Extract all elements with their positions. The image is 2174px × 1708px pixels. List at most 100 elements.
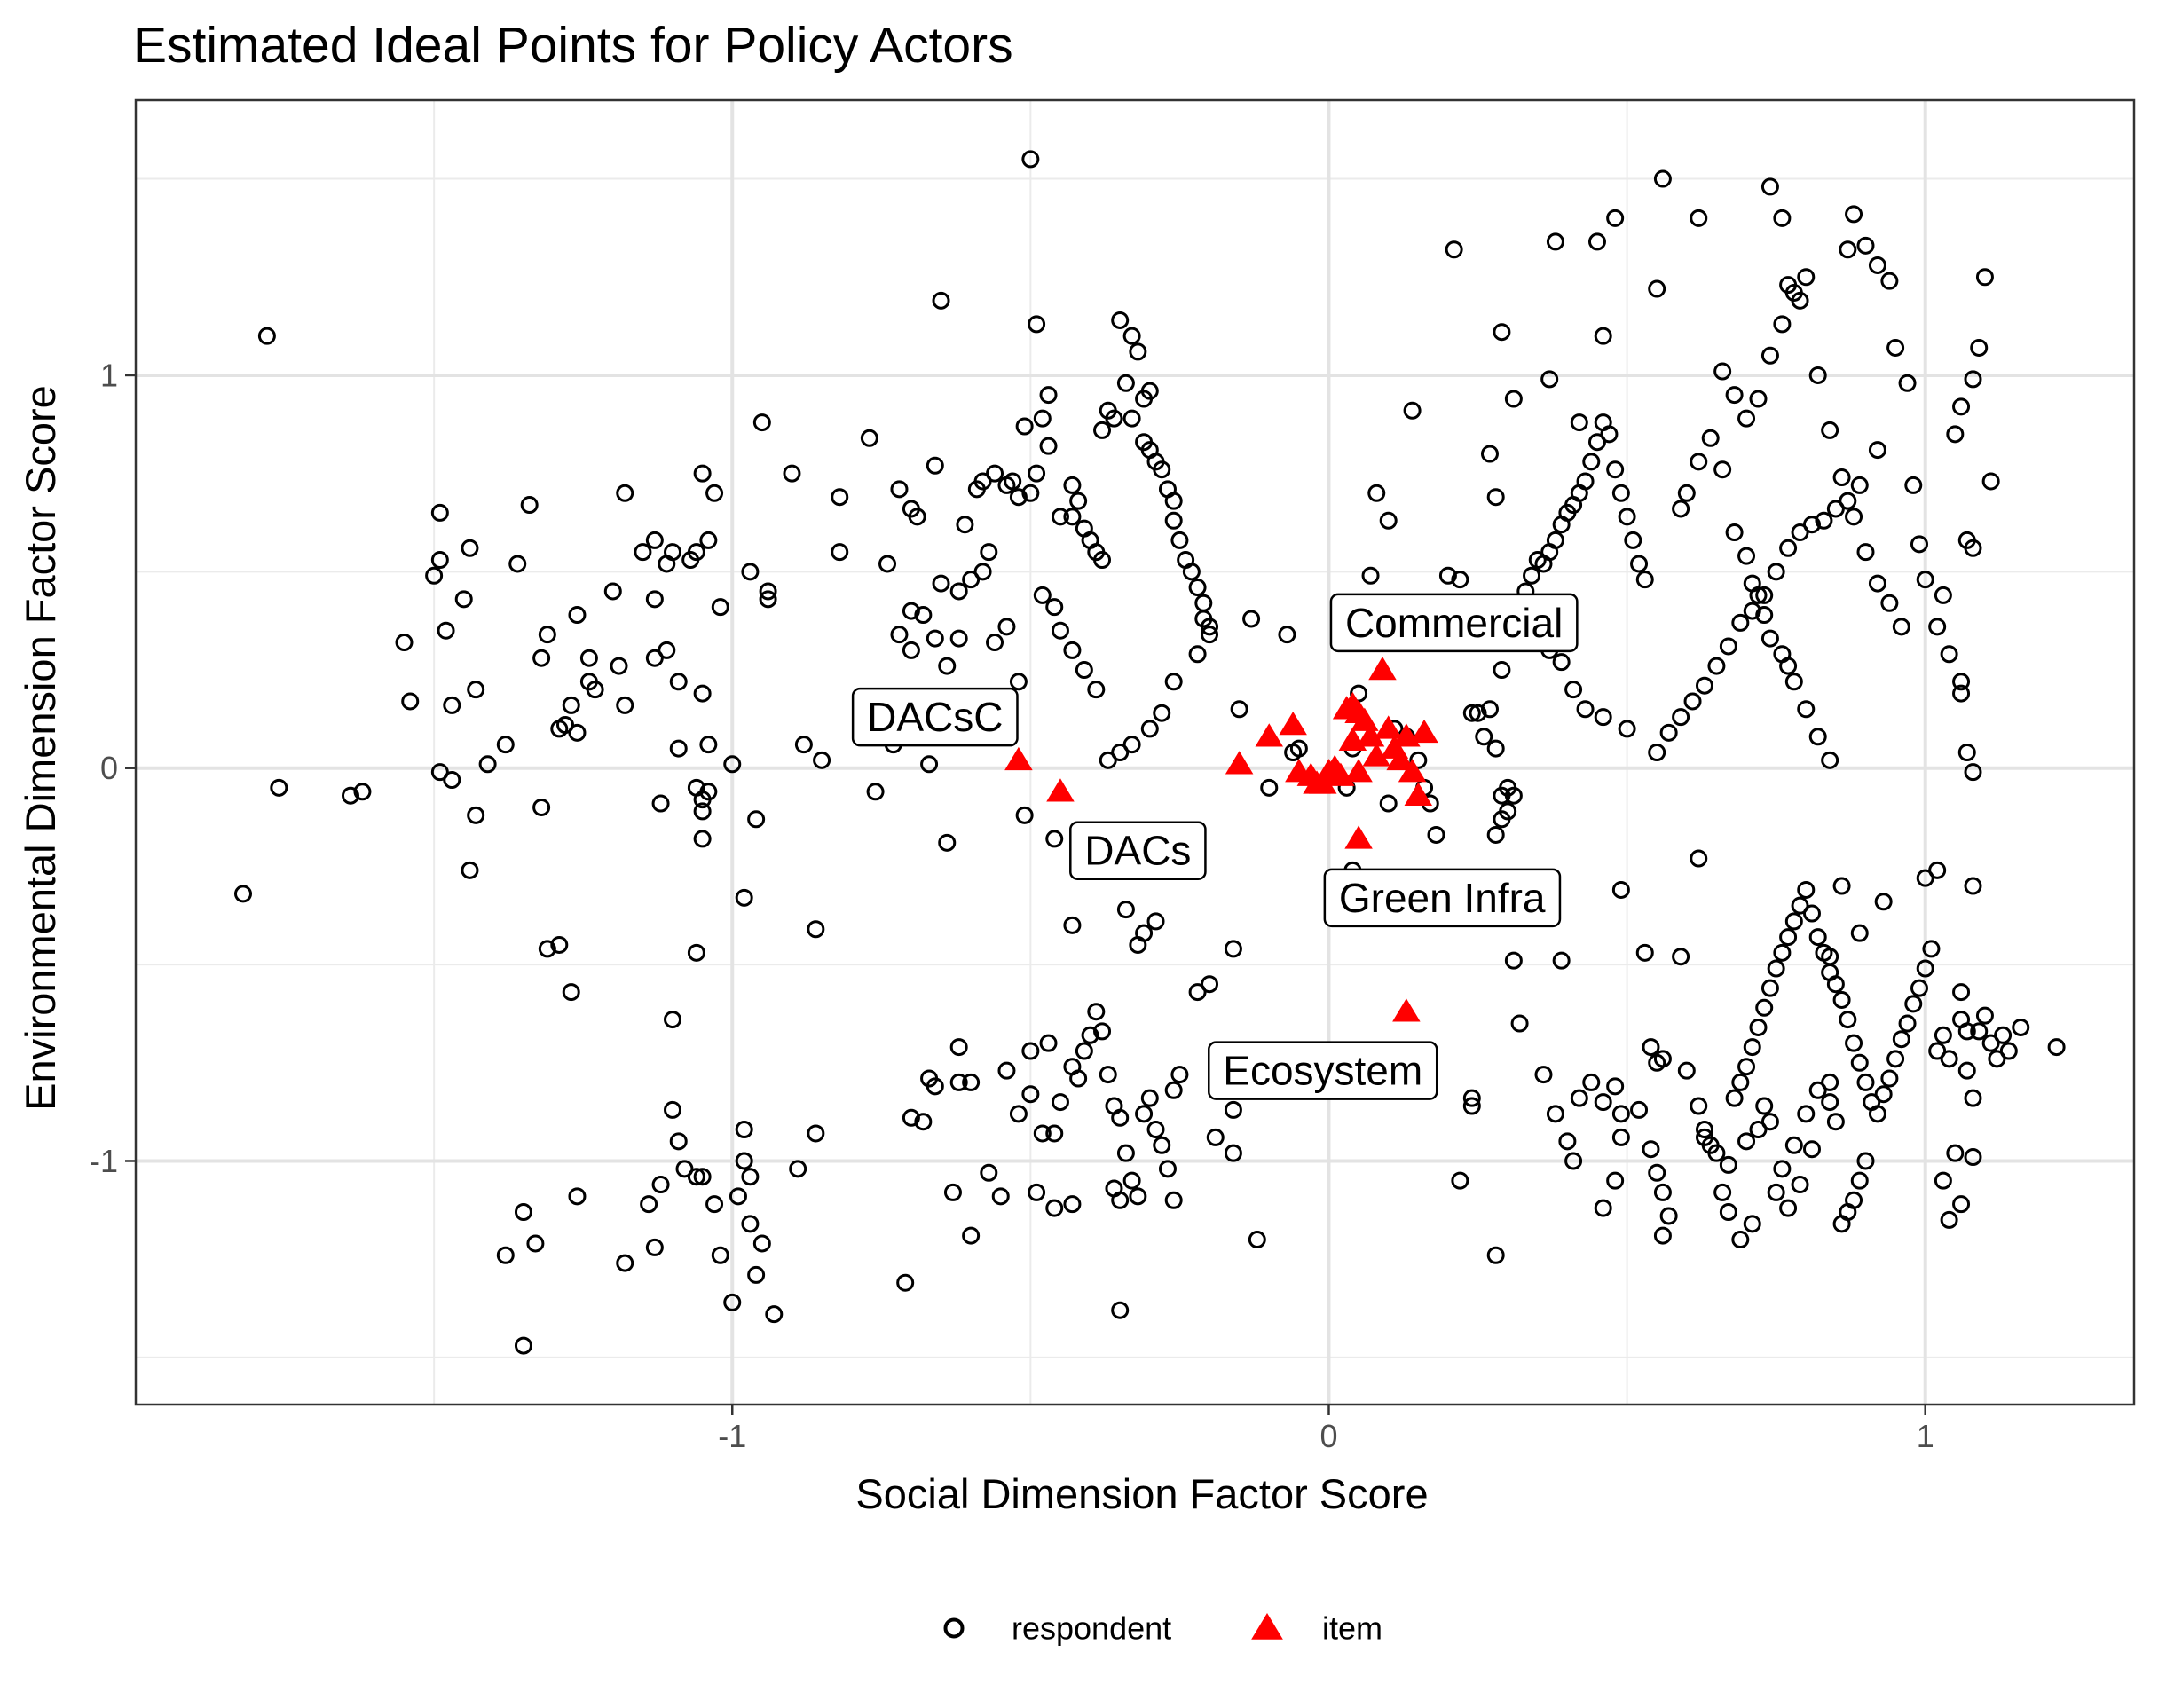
respondent-point (1880, 272, 1899, 290)
respondent-point (1850, 476, 1869, 494)
respondent-point (1081, 1026, 1099, 1044)
respondent-point (461, 861, 479, 879)
respondent-point (1009, 1105, 1028, 1123)
item-point (1046, 778, 1075, 802)
respondent-point (1760, 1113, 1779, 1131)
respondent-point (1140, 720, 1159, 738)
respondent-point (1839, 492, 1857, 510)
item-point (1410, 719, 1438, 744)
respondent-point (1737, 409, 1756, 428)
respondent-point (1594, 1199, 1612, 1217)
respondent-point (1731, 613, 1750, 632)
respondent-point (1611, 880, 1630, 899)
respondent-point (932, 574, 950, 593)
respondent-point (1755, 998, 1774, 1017)
respondent-point (711, 1246, 729, 1264)
respondent-point (1486, 825, 1505, 844)
annotation-text: Commercial (1345, 600, 1563, 646)
respondent-point (902, 1108, 920, 1127)
respondent-point (443, 696, 461, 714)
respondent-point (962, 571, 981, 589)
respondent-point (1845, 508, 1863, 526)
respondent-point (1063, 641, 1082, 659)
respondent-point (1760, 346, 1779, 365)
respondent-point (1028, 315, 1046, 334)
respondent-point (991, 1187, 1010, 1206)
respondent-point (1826, 1113, 1845, 1131)
respondent-point (1260, 778, 1279, 797)
respondent-point (1063, 916, 1082, 934)
respondent-point (496, 736, 515, 754)
respondent-point (1480, 700, 1499, 719)
respondent-point (616, 484, 634, 502)
respondent-point (1940, 1050, 1958, 1068)
respondent-point (943, 1183, 962, 1201)
respondent-point (1952, 983, 1971, 1002)
respondent-point (1361, 566, 1380, 585)
respondent-point (1653, 1226, 1672, 1245)
respondent-point (1158, 1160, 1177, 1178)
respondent-point (270, 778, 288, 797)
respondent-point (1039, 386, 1058, 405)
respondent-point (1635, 943, 1654, 962)
respondent-point (1194, 594, 1213, 612)
respondent-point (664, 1011, 682, 1029)
respondent-point (1069, 492, 1088, 510)
respondent-point (1994, 1026, 2013, 1044)
respondent-point (1462, 704, 1481, 722)
respondent-point (1129, 1187, 1147, 1206)
item-point (1392, 998, 1421, 1022)
respondent-point (938, 833, 957, 852)
respondent-point (1021, 150, 1040, 169)
respondent-point (1719, 637, 1737, 656)
respondent-point (664, 1100, 682, 1119)
respondent-point (538, 940, 556, 958)
respondent-point (1773, 943, 1792, 962)
respondent-point (1116, 1144, 1135, 1162)
respondent-point (1725, 1089, 1744, 1107)
respondent-point (1379, 511, 1398, 530)
respondent-point (1868, 441, 1886, 460)
respondent-point (579, 649, 598, 667)
respondent-point (1850, 1053, 1869, 1072)
annotation-box (1323, 868, 1562, 928)
respondent-point (1737, 1132, 1756, 1151)
respondent-point (669, 1132, 688, 1151)
annotation-label: Ecosystem (1208, 1041, 1438, 1100)
respondent-point (693, 830, 712, 848)
respondent-point (1278, 626, 1296, 644)
respondent-point (1904, 476, 1923, 494)
respondent-point (1725, 386, 1744, 405)
respondent-point (437, 621, 455, 640)
respondent-point (1606, 460, 1625, 479)
respondent-point (1546, 531, 1564, 549)
respondent-point (1451, 571, 1469, 589)
respondent-point (1821, 421, 1839, 439)
respondent-point (1146, 912, 1165, 931)
annotation-label: Commercial (1329, 593, 1579, 653)
respondent-point (1928, 618, 1947, 636)
respondent-point (1188, 579, 1207, 597)
respondent-point (603, 582, 622, 601)
respondent-point (1111, 1108, 1130, 1127)
respondent-point (1170, 531, 1189, 549)
respondent-point (1952, 1195, 1971, 1214)
respondent-point (1140, 382, 1159, 400)
respondent-point (1122, 736, 1141, 754)
respondent-point (1755, 586, 1774, 604)
respondent-point (1153, 1136, 1171, 1154)
respondent-point (532, 798, 551, 816)
respondent-point (860, 429, 878, 447)
respondent-point (658, 641, 676, 659)
respondent-point (1135, 1105, 1154, 1123)
respondent-point (1504, 390, 1523, 408)
respondent-point (1642, 1038, 1660, 1057)
y-tick-label: -1 (90, 1143, 118, 1179)
respondent-point (1868, 256, 1886, 274)
respondent-point (1582, 1073, 1601, 1091)
respondent-point (1845, 205, 1863, 224)
respondent-point (890, 626, 909, 644)
respondent-point (1493, 323, 1511, 342)
respondent-point (789, 1160, 807, 1178)
respondent-point (783, 464, 801, 483)
